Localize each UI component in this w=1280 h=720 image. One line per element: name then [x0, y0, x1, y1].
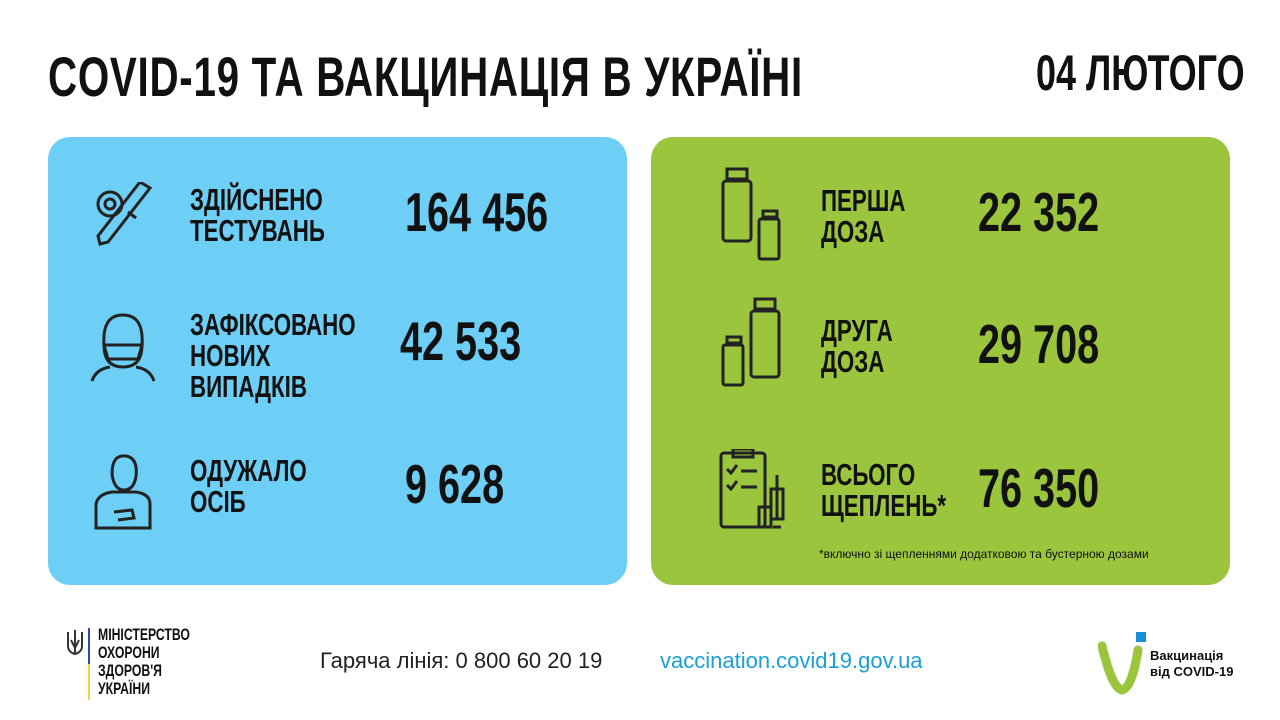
stat-label: ВСЬОГО [821, 457, 916, 492]
vaccination-logo: Вакцинація від COVID-19 [1098, 628, 1268, 698]
ministry-name-line: ЗДОРОВ'Я [98, 661, 162, 680]
stat-label: ПЕРША [821, 183, 906, 218]
vaccination-logo-text: від COVID-19 [1150, 664, 1234, 679]
vaccination-logo-text: Вакцинація [1150, 648, 1224, 663]
stat-value: 9 628 [405, 453, 505, 515]
stat-label: НОВИХ [190, 338, 271, 373]
stat-value: 29 708 [978, 313, 1100, 375]
recovered-person-icon [94, 454, 152, 530]
stat-label: ОСІБ [190, 484, 246, 519]
stat-label: ОДУЖАЛО [190, 453, 307, 488]
stat-value: 22 352 [978, 181, 1100, 243]
ministry-name-line: ОХОРОНИ [98, 643, 160, 662]
stat-value: 164 456 [405, 181, 549, 243]
website-link[interactable]: vaccination.covid19.gov.ua [660, 648, 923, 673]
clipboard-syringe-icon [719, 449, 785, 529]
ministry-name-line: УКРАЇНИ [98, 679, 151, 698]
stat-label: ДРУГА [821, 313, 893, 348]
stat-label: ДОЗА [821, 344, 885, 379]
page-title: COVID-19 ТА ВАКЦИНАЦІЯ В УКРАЇНІ [48, 45, 803, 108]
trident-icon [67, 630, 83, 656]
stat-label: ЗАФІКСОВАНО [190, 307, 356, 342]
stat-value: 76 350 [978, 457, 1100, 519]
test-tube-virus-icon [96, 182, 153, 246]
v-logo-icon [1098, 632, 1146, 695]
stat-value: 42 533 [400, 310, 522, 372]
hotline: Гаряча лінія: 0 800 60 20 19 [320, 648, 603, 673]
stat-label: ВИПАДКІВ [190, 369, 307, 404]
ministry-logo: МІНІСТЕРСТВО ОХОРОНИ ЗДОРОВ'Я УКРАЇНИ [66, 626, 206, 706]
stat-label: ТЕСТУВАНЬ [190, 213, 325, 248]
ministry-name-line: МІНІСТЕРСТВО [98, 625, 190, 644]
stat-label: ЗДІЙСНЕНО [190, 182, 323, 217]
vaccine-vials-icon [721, 167, 781, 261]
stat-label: ДОЗА [821, 214, 885, 249]
vaccine-vials-icon [721, 297, 781, 387]
covid-stats-panel: ЗДІЙСНЕНО ТЕСТУВАНЬ 164 456 ЗАФІКСОВАНО НО… [48, 137, 627, 585]
date: 04 ЛЮТОГО [1036, 45, 1245, 101]
masked-person-icon [90, 313, 156, 382]
stat-label: ЩЕПЛЕНЬ* [821, 488, 947, 523]
footnote: *включно зі щепленнями додатковою та бус… [819, 547, 1149, 561]
vaccination-stats-panel: ПЕРША ДОЗА 22 352 ДРУГА ДОЗА 29 708 ВСЬОГО… [651, 137, 1230, 585]
